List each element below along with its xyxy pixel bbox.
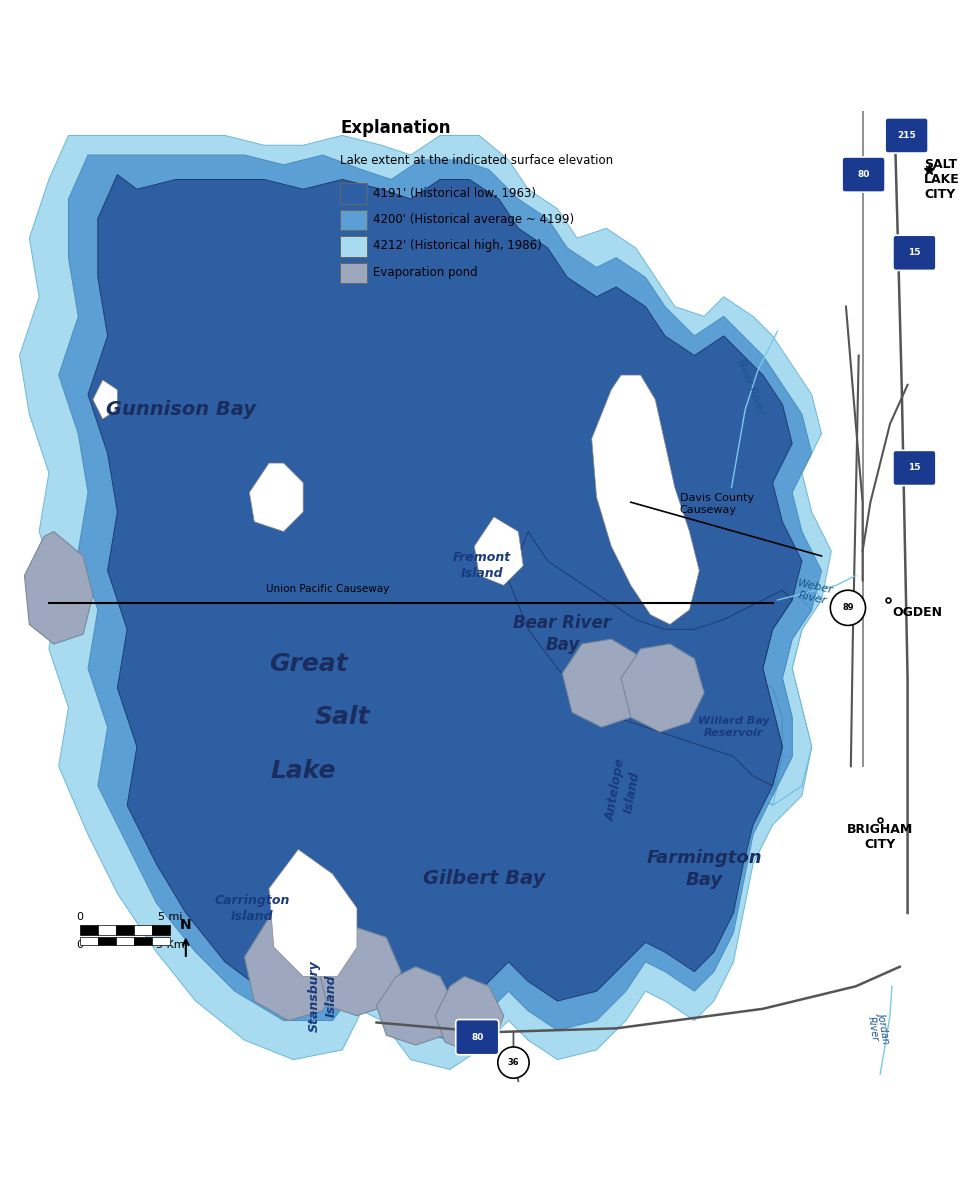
Circle shape bbox=[829, 590, 865, 625]
Polygon shape bbox=[249, 463, 303, 532]
Text: 4200' (Historical average ~ 4199): 4200' (Historical average ~ 4199) bbox=[372, 214, 573, 226]
Polygon shape bbox=[562, 640, 645, 727]
Text: Union Pacific Causeway: Union Pacific Causeway bbox=[266, 584, 389, 594]
Text: Jordan
River: Jordan River bbox=[864, 1012, 891, 1045]
Polygon shape bbox=[20, 136, 830, 1069]
Polygon shape bbox=[269, 850, 357, 977]
Text: Gilbert Bay: Gilbert Bay bbox=[422, 869, 545, 888]
Bar bbox=[152, 937, 170, 946]
Text: SALT
LAKE
CITY: SALT LAKE CITY bbox=[923, 158, 959, 200]
Text: Evaporation pond: Evaporation pond bbox=[372, 266, 477, 278]
Bar bbox=[98, 937, 116, 946]
FancyBboxPatch shape bbox=[884, 118, 927, 154]
FancyBboxPatch shape bbox=[340, 236, 366, 257]
Text: 215: 215 bbox=[896, 131, 915, 140]
Text: Lake: Lake bbox=[271, 760, 335, 784]
Text: 0: 0 bbox=[76, 940, 84, 950]
Text: 80: 80 bbox=[471, 1033, 483, 1042]
Polygon shape bbox=[435, 977, 503, 1052]
Text: Farmington
Bay: Farmington Bay bbox=[646, 848, 761, 889]
Bar bbox=[80, 937, 98, 946]
Text: Bear River
Bay: Bear River Bay bbox=[513, 614, 611, 654]
Text: 5 mi: 5 mi bbox=[157, 912, 183, 922]
Bar bbox=[98, 925, 116, 936]
Text: Willard Bay
Reservoir: Willard Bay Reservoir bbox=[697, 716, 769, 738]
Text: 0: 0 bbox=[76, 912, 84, 922]
FancyBboxPatch shape bbox=[892, 235, 935, 270]
Polygon shape bbox=[59, 155, 821, 1040]
Bar bbox=[134, 937, 152, 946]
Text: 5 Km: 5 Km bbox=[155, 940, 185, 950]
Text: Weber
River: Weber River bbox=[792, 578, 833, 606]
Bar bbox=[80, 925, 98, 936]
FancyBboxPatch shape bbox=[340, 184, 366, 204]
Bar bbox=[134, 925, 152, 936]
Polygon shape bbox=[684, 668, 791, 805]
Polygon shape bbox=[24, 532, 93, 644]
Bar bbox=[152, 925, 170, 936]
Text: 80: 80 bbox=[857, 170, 869, 179]
Polygon shape bbox=[591, 376, 699, 624]
Polygon shape bbox=[620, 644, 703, 732]
Polygon shape bbox=[376, 967, 454, 1045]
Text: 4212' (Historical high, 1986): 4212' (Historical high, 1986) bbox=[372, 240, 541, 252]
Polygon shape bbox=[88, 174, 801, 1010]
Polygon shape bbox=[474, 517, 523, 586]
Bar bbox=[116, 937, 134, 946]
Text: Fremont
Island: Fremont Island bbox=[452, 551, 511, 581]
Text: Gunnison Bay: Gunnison Bay bbox=[106, 400, 256, 419]
Text: 89: 89 bbox=[841, 604, 853, 612]
Polygon shape bbox=[694, 678, 782, 796]
Text: Great: Great bbox=[269, 652, 347, 676]
Circle shape bbox=[497, 1046, 529, 1079]
Text: Salt: Salt bbox=[315, 706, 369, 730]
Text: Stansbury
Island: Stansbury Island bbox=[308, 960, 337, 1032]
Text: 15: 15 bbox=[908, 248, 919, 257]
Text: 4191' (Historical low, 1963): 4191' (Historical low, 1963) bbox=[372, 187, 535, 199]
Polygon shape bbox=[488, 492, 821, 805]
Text: BRIGHAM
CITY: BRIGHAM CITY bbox=[846, 823, 913, 851]
Polygon shape bbox=[318, 928, 401, 1015]
Polygon shape bbox=[244, 918, 342, 1020]
FancyBboxPatch shape bbox=[841, 157, 884, 192]
FancyBboxPatch shape bbox=[340, 210, 366, 230]
Text: 36: 36 bbox=[507, 1058, 519, 1067]
Text: Davis County
Causeway: Davis County Causeway bbox=[679, 493, 753, 515]
Text: Antelope
Island: Antelope Island bbox=[604, 757, 643, 824]
Text: 15: 15 bbox=[908, 463, 919, 473]
FancyBboxPatch shape bbox=[455, 1020, 498, 1055]
Text: Bear River: Bear River bbox=[735, 358, 766, 415]
FancyBboxPatch shape bbox=[340, 263, 366, 283]
Text: OGDEN: OGDEN bbox=[891, 606, 941, 619]
Polygon shape bbox=[93, 380, 117, 419]
Bar bbox=[116, 925, 134, 936]
Polygon shape bbox=[508, 532, 791, 786]
Text: N: N bbox=[180, 918, 191, 931]
Text: Lake extent at the indicated surface elevation: Lake extent at the indicated surface ele… bbox=[340, 154, 613, 167]
Text: Carrington
Island: Carrington Island bbox=[214, 894, 290, 923]
FancyBboxPatch shape bbox=[892, 450, 935, 486]
Text: Explanation: Explanation bbox=[340, 120, 450, 138]
Polygon shape bbox=[498, 512, 811, 796]
